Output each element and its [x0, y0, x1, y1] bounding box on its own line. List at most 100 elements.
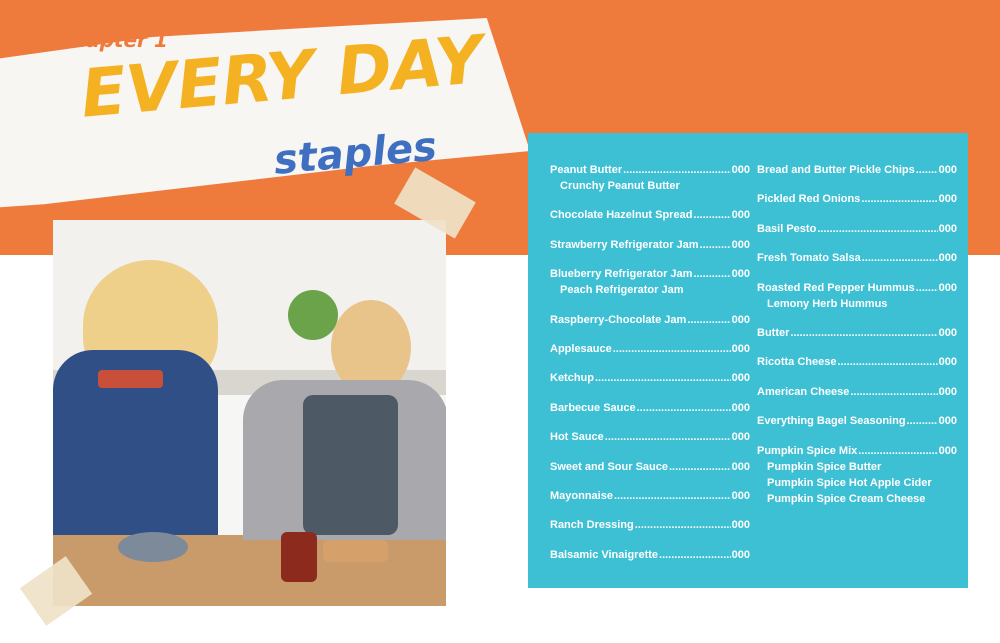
toc-entry[interactable]: Sweet and Sour Sauce 000: [550, 459, 750, 475]
toc-entry-title: Sweet and Sour Sauce: [550, 460, 668, 473]
toc-left-column: Peanut Butter 000 Crunchy Peanut Butter Cho…: [550, 162, 750, 576]
chapter-label: chapter 1: [60, 28, 168, 52]
dot-leader: [907, 413, 938, 429]
dot-leader: [605, 429, 731, 445]
toc-entry-title: American Cheese: [757, 385, 850, 398]
dot-leader: [858, 443, 937, 459]
dot-leader: [861, 191, 937, 207]
toc-page-number: 000: [731, 548, 750, 561]
toc-page-number: 000: [938, 444, 957, 457]
dot-leader: [790, 325, 937, 341]
dot-leader: [687, 312, 730, 328]
toc-entry-title: Bread and Butter Pickle Chips: [757, 164, 915, 176]
toc-entry[interactable]: Mayonnaise 000: [550, 488, 750, 504]
toc-entry-title: Fresh Tomato Salsa: [757, 252, 861, 265]
dot-leader: [659, 547, 731, 563]
dot-leader: [595, 370, 731, 386]
toc-entry-title: Peanut Butter: [550, 164, 623, 176]
toc-entry-title: Applesauce: [550, 342, 612, 355]
toc-entry[interactable]: Everything Bagel Seasoning 000: [757, 413, 957, 429]
toc-entry[interactable]: Blueberry Refrigerator Jam 000 Peach Refri…: [550, 266, 750, 298]
dot-leader: [693, 207, 730, 223]
toc-entry[interactable]: Basil Pesto 000: [757, 221, 957, 237]
toc-sub-entry: Pumpkin Spice Hot Apple Cider: [767, 476, 932, 489]
toc-entry-title: Mayonnaise: [550, 489, 613, 502]
toc-entry[interactable]: Fresh Tomato Salsa 000: [757, 250, 957, 266]
toc-page-number: 000: [731, 431, 750, 444]
toc-page-number: 000: [731, 313, 750, 326]
toc-entry[interactable]: Ricotta Cheese 000: [757, 354, 957, 370]
toc-entry-title: Balsamic Vinaigrette: [550, 548, 659, 561]
dot-leader: [613, 341, 731, 357]
toc-page-number: 000: [938, 193, 957, 206]
toc-entry[interactable]: Balsamic Vinaigrette 000: [550, 547, 750, 563]
toc-entry[interactable]: Pickled Red Onions 000: [757, 191, 957, 207]
toc-sub-entry: Lemony Herb Hummus: [767, 297, 888, 310]
toc-page-number: 000: [731, 209, 750, 222]
toc-page-number: 000: [938, 356, 957, 369]
dot-leader: [669, 459, 731, 475]
toc-entry[interactable]: Butter 000: [757, 325, 957, 341]
toc-entry-title: Pumpkin Spice Mix: [757, 444, 858, 457]
dot-leader: [862, 250, 938, 266]
toc-entry[interactable]: Peanut Butter 000 Crunchy Peanut Butter: [550, 162, 750, 194]
toc-page-number: 000: [938, 164, 957, 176]
toc-page-number: 000: [938, 252, 957, 265]
toc-sub-entry: Pumpkin Spice Butter: [767, 460, 882, 473]
toc-entry-title: Ricotta Cheese: [757, 356, 837, 369]
toc-page-number: 000: [731, 401, 750, 414]
toc-entry-title: Raspberry-Chocolate Jam: [550, 313, 687, 326]
photo-kids-making-toast: [53, 220, 446, 606]
toc-page-number: 000: [731, 372, 750, 385]
toc-entry[interactable]: Pumpkin Spice Mix 000 Pumpkin Spice Butter…: [757, 443, 957, 507]
toc-page-number: 000: [731, 460, 750, 473]
toc-entry-title: Butter: [757, 326, 790, 339]
dot-leader: [635, 517, 731, 533]
toc-page-number: 000: [731, 268, 750, 281]
toc-page-number: 000: [938, 415, 957, 428]
toc-entry[interactable]: Roasted Red Pepper Hummus 000 Lemony Herb …: [757, 280, 957, 312]
toc-entry[interactable]: Chocolate Hazelnut Spread 000: [550, 207, 750, 223]
toc-entry[interactable]: Ketchup 000: [550, 370, 750, 386]
toc-page-number: 000: [938, 385, 957, 398]
dot-leader: [623, 162, 731, 178]
toc-entry[interactable]: Barbecue Sauce 000: [550, 400, 750, 416]
dot-leader: [700, 237, 731, 253]
toc-entry-title: Chocolate Hazelnut Spread: [550, 209, 693, 222]
toc-entry-title: Pickled Red Onions: [757, 193, 861, 206]
toc-entry-title: Blueberry Refrigerator Jam: [550, 268, 693, 281]
toc-entry[interactable]: American Cheese 000: [757, 384, 957, 400]
toc-entry-title: Ranch Dressing: [550, 519, 634, 532]
toc-page-number: 000: [731, 489, 750, 502]
toc-entry-title: Strawberry Refrigerator Jam: [550, 238, 699, 251]
toc-right-column: Bread and Butter Pickle Chips000Pickled …: [757, 162, 957, 520]
toc-page-number: 000: [938, 222, 957, 235]
toc-entry-title: Hot Sauce: [550, 431, 604, 444]
toc-entry-title: Barbecue Sauce: [550, 401, 636, 414]
toc-entry[interactable]: Bread and Butter Pickle Chips 000: [757, 162, 957, 178]
toc-page-number: 000: [731, 164, 750, 176]
dot-leader: [817, 221, 937, 237]
toc-entry[interactable]: Strawberry Refrigerator Jam 000: [550, 237, 750, 253]
dot-leader: [693, 266, 730, 282]
dot-leader: [916, 280, 938, 296]
toc-entry-title: Basil Pesto: [757, 222, 817, 235]
toc-entry[interactable]: Raspberry-Chocolate Jam 000: [550, 312, 750, 328]
toc-entry-title: Everything Bagel Seasoning: [757, 415, 906, 428]
toc-page-number: 000: [731, 238, 750, 251]
dot-leader: [614, 488, 731, 504]
toc-entry-title: Roasted Red Pepper Hummus: [757, 281, 915, 294]
toc-entry[interactable]: Hot Sauce 000: [550, 429, 750, 445]
dot-leader: [837, 354, 937, 370]
toc-page-number: 000: [938, 326, 957, 339]
toc-sub-entry: Crunchy Peanut Butter: [560, 180, 680, 192]
toc-entry-title: Ketchup: [550, 372, 594, 385]
toc-page-number: 000: [731, 342, 750, 355]
toc-sub-entry: Pumpkin Spice Cream Cheese: [767, 492, 926, 505]
dot-leader: [850, 384, 937, 400]
toc-sub-entry: Peach Refrigerator Jam: [560, 284, 684, 297]
toc-entry[interactable]: Ranch Dressing 000: [550, 517, 750, 533]
toc-page-number: 000: [938, 281, 957, 294]
toc-page-number: 000: [731, 519, 750, 532]
toc-entry[interactable]: Applesauce 000: [550, 341, 750, 357]
